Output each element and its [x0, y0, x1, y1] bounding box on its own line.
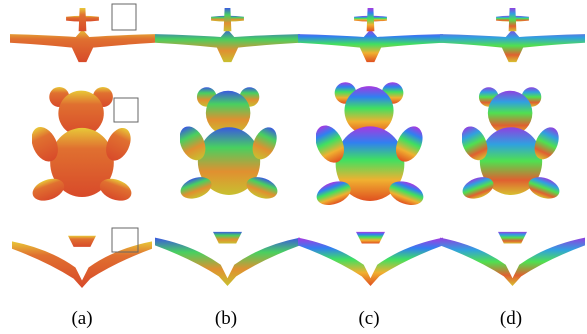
- bear-render: [310, 82, 428, 209]
- bird-render: [298, 232, 443, 286]
- renderings: [10, 4, 585, 288]
- figure: (a) (b) (c) (d): [0, 0, 587, 334]
- bird-render: [440, 232, 585, 286]
- plane-render: [440, 8, 585, 62]
- page: {"figure": {"labels": ["(a)", "(b)", "(c…: [0, 0, 587, 334]
- plane-render: [10, 8, 155, 62]
- bird-render: [155, 232, 300, 286]
- bird-render: [12, 236, 152, 288]
- subfigure-label: (b): [215, 308, 237, 329]
- bear-render: [456, 87, 563, 202]
- bear-render: [26, 87, 135, 205]
- subfigure-label: (a): [71, 308, 92, 329]
- subfigure-label: (d): [500, 308, 522, 329]
- bear-render: [174, 87, 281, 202]
- zoom-box: [114, 98, 138, 122]
- plane-render: [155, 8, 300, 62]
- zoom-box: [112, 4, 136, 30]
- plane-render: [298, 8, 443, 62]
- subfigure-label: (c): [358, 308, 379, 329]
